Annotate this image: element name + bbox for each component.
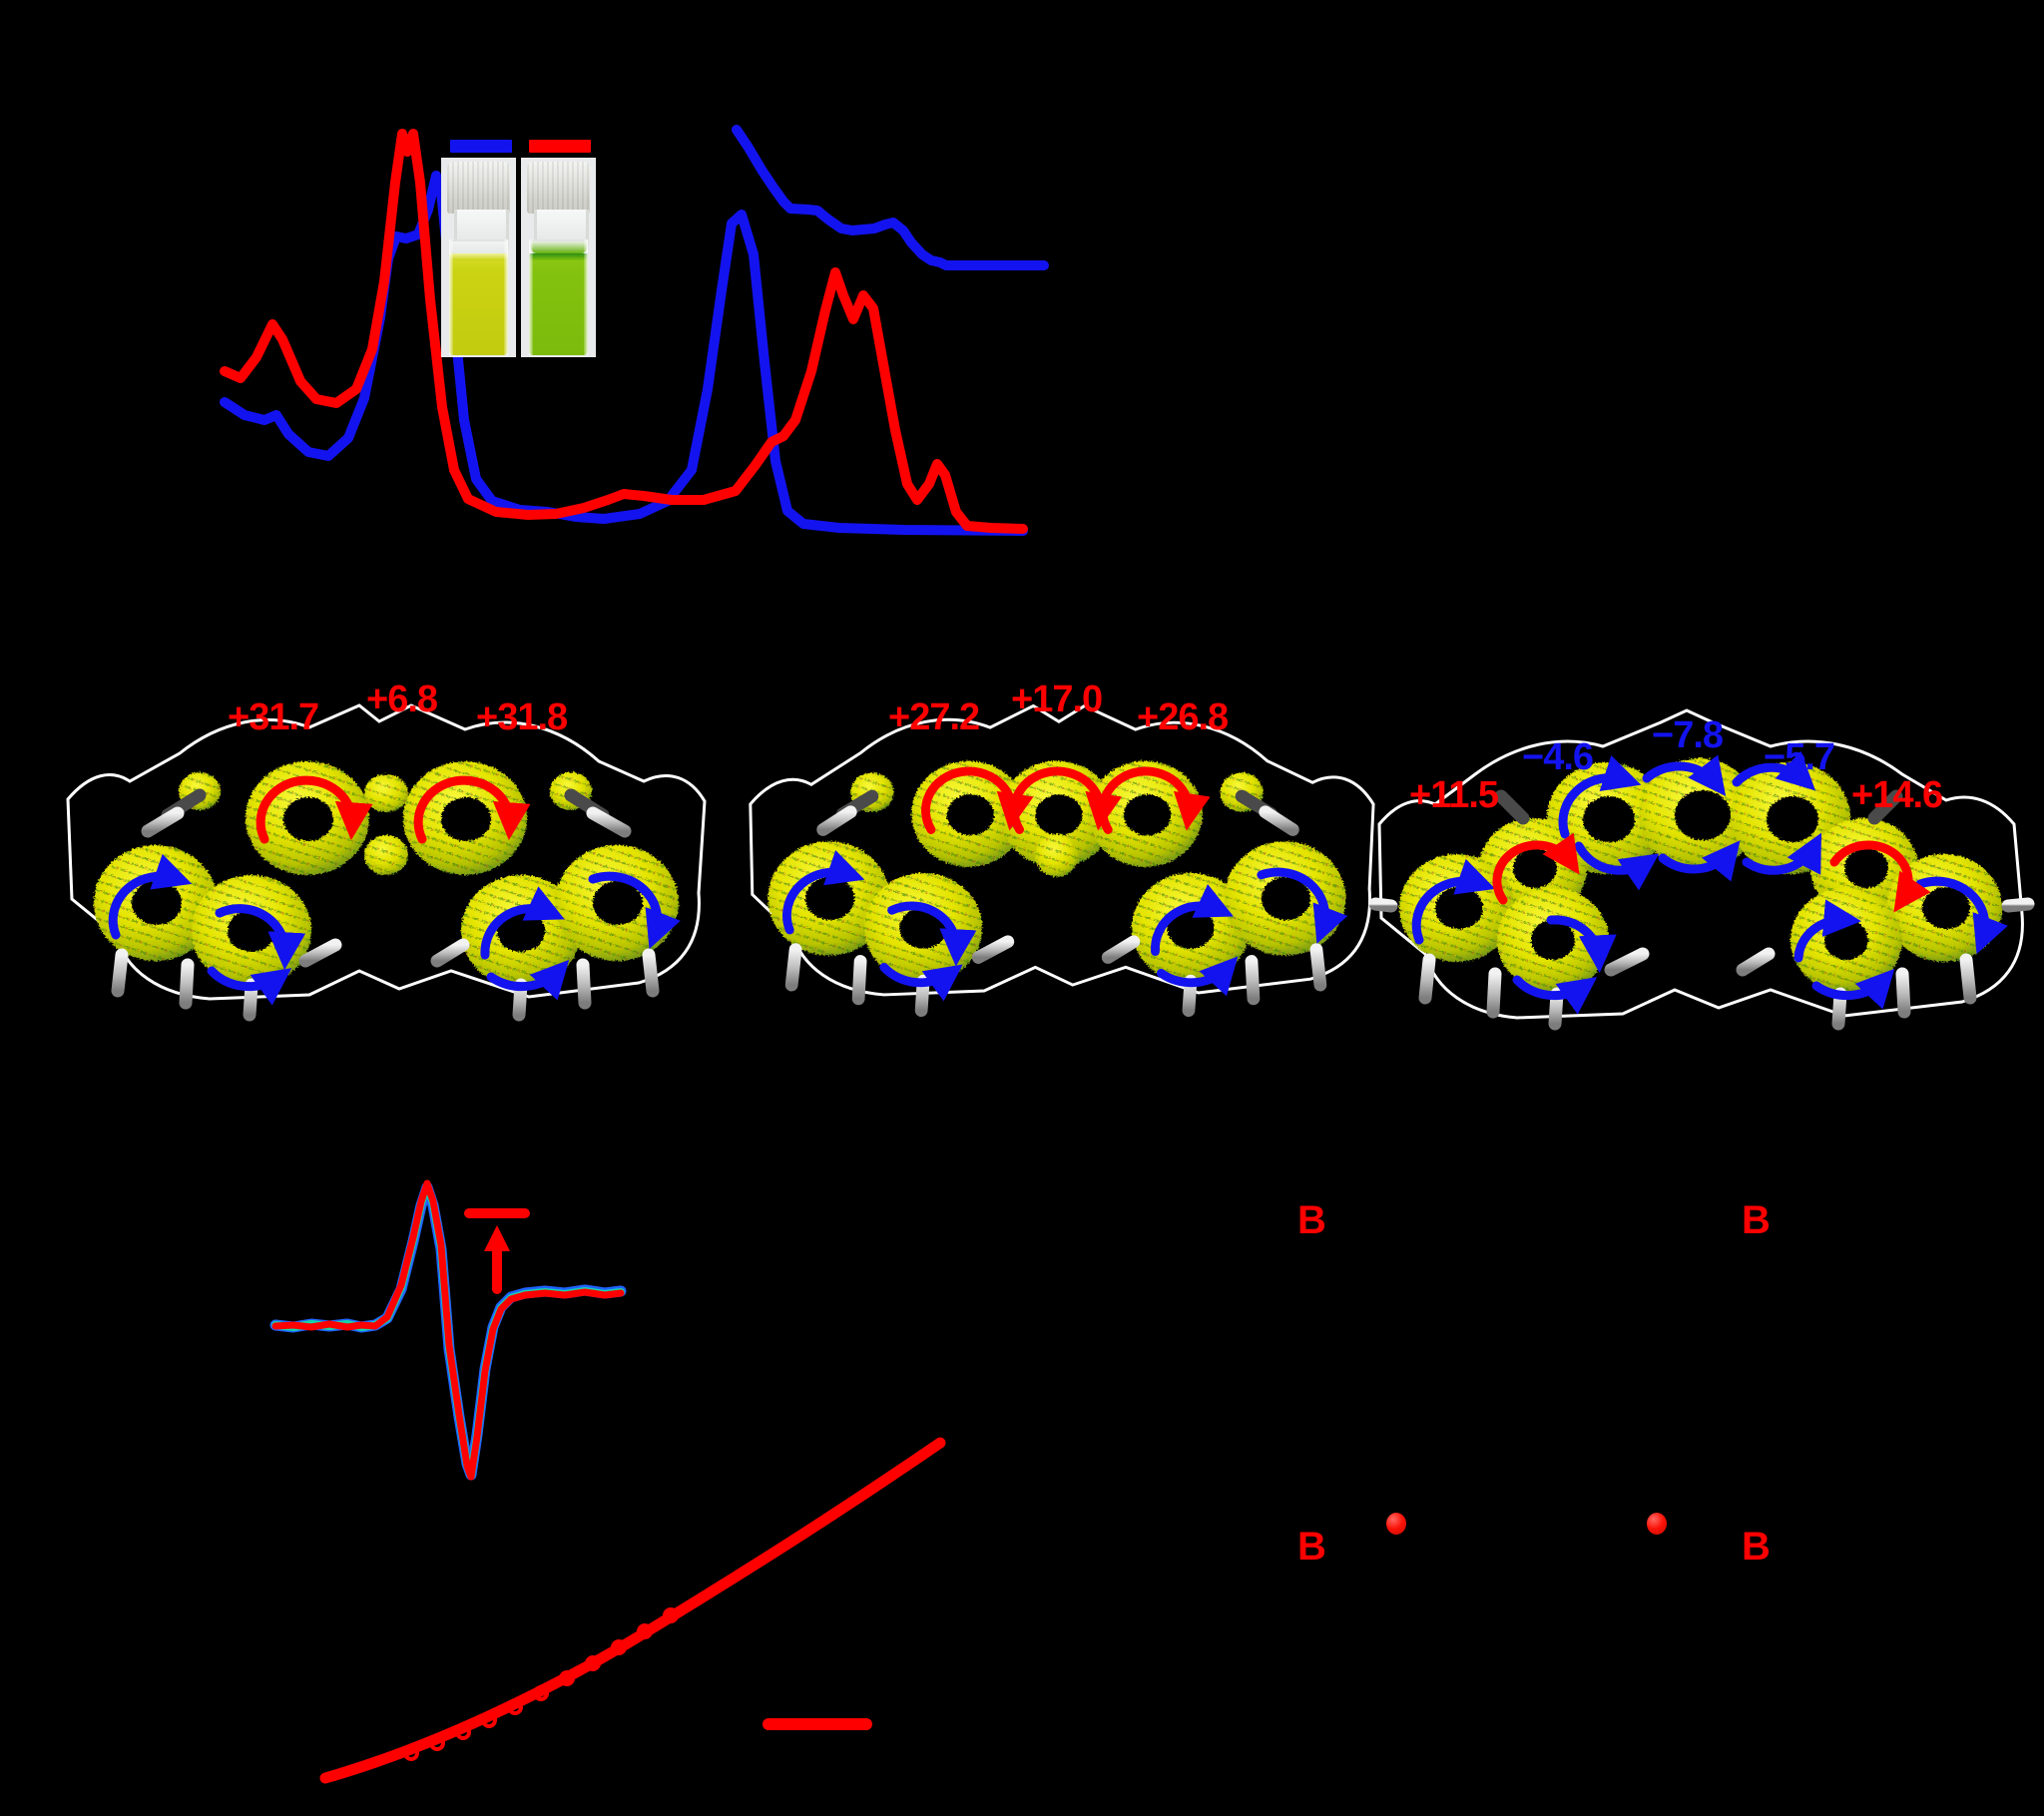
panel-absorption-spectra — [0, 0, 1098, 599]
vial-cap — [447, 162, 510, 214]
nics-label: +17.0 — [1011, 679, 1103, 720]
isosurface-outline — [1377, 708, 2024, 1020]
vial-neck — [453, 210, 510, 243]
susceptibility-chart — [319, 1437, 946, 1784]
epr-trace — [271, 1179, 625, 1481]
radical-dot-right — [1647, 1513, 1667, 1535]
isosurface-outline — [66, 703, 707, 1001]
acid-molecule-1 — [55, 703, 716, 1022]
nics-label: +27.2 — [888, 696, 980, 738]
radical-dot-left — [1386, 1513, 1406, 1535]
epr-marker-arrow — [484, 1225, 510, 1294]
acid-molecule-2 — [732, 703, 1382, 1018]
vial-liquid-green — [529, 253, 588, 355]
nics-label: −4.6 — [1522, 736, 1594, 778]
legend-swatch-neutral — [450, 140, 512, 153]
paratropic-arrows — [921, 766, 1211, 834]
diatropic-arrows — [782, 849, 1348, 1002]
nics-label: +11.5 — [1409, 774, 1499, 816]
atom-label-b: B — [1742, 1525, 1771, 1569]
nics-label: +31.8 — [476, 696, 568, 738]
vial-photo-neutral — [441, 158, 516, 357]
panel-acid-plots: +31.7 +6.8 +31.8 +27.2 +17.0 +26.8 +11.5… — [0, 639, 2044, 1177]
epr-chart — [269, 1179, 627, 1481]
nics-label: +31.7 — [228, 696, 319, 738]
vial-neck — [533, 210, 590, 243]
series-reduced-line — [220, 129, 1028, 534]
acid-molecule-3 — [1368, 708, 2035, 1031]
diatropic-arrows — [1411, 750, 2008, 1015]
vial-liquid-yellow — [449, 253, 508, 355]
diatropic-arrows — [108, 853, 681, 1006]
hydrogen-atoms — [55, 706, 716, 1022]
atom-label-b: B — [1297, 1525, 1326, 1569]
susceptibility-data-markers — [403, 1607, 679, 1761]
nics-label: +14.6 — [1851, 774, 1943, 816]
vial-cap — [527, 162, 590, 214]
absorption-chart — [220, 129, 1028, 536]
legend-swatch-reduced — [529, 140, 591, 153]
nics-label: +6.8 — [366, 679, 438, 720]
vial-photo-reduced — [521, 158, 596, 357]
hydrogen-atoms — [732, 706, 1382, 1018]
paratropic-arrows — [256, 775, 531, 844]
panel-structure-schematic: B B B B — [1198, 1098, 2044, 1696]
nics-label: +26.8 — [1137, 696, 1229, 738]
panel-epr-susceptibility — [0, 1147, 1098, 1816]
atom-label-b: B — [1742, 1198, 1771, 1242]
atom-label-b: B — [1297, 1198, 1326, 1242]
series-neutral-line — [220, 171, 1028, 536]
nics-label: −5.7 — [1764, 736, 1835, 778]
nics-label: −7.8 — [1652, 714, 1724, 756]
isosurface-outline — [749, 703, 1375, 997]
nir-decay-chart — [732, 125, 1049, 270]
paratropic-arrows — [1492, 832, 1931, 913]
series-nir-decay-line — [732, 125, 1049, 270]
